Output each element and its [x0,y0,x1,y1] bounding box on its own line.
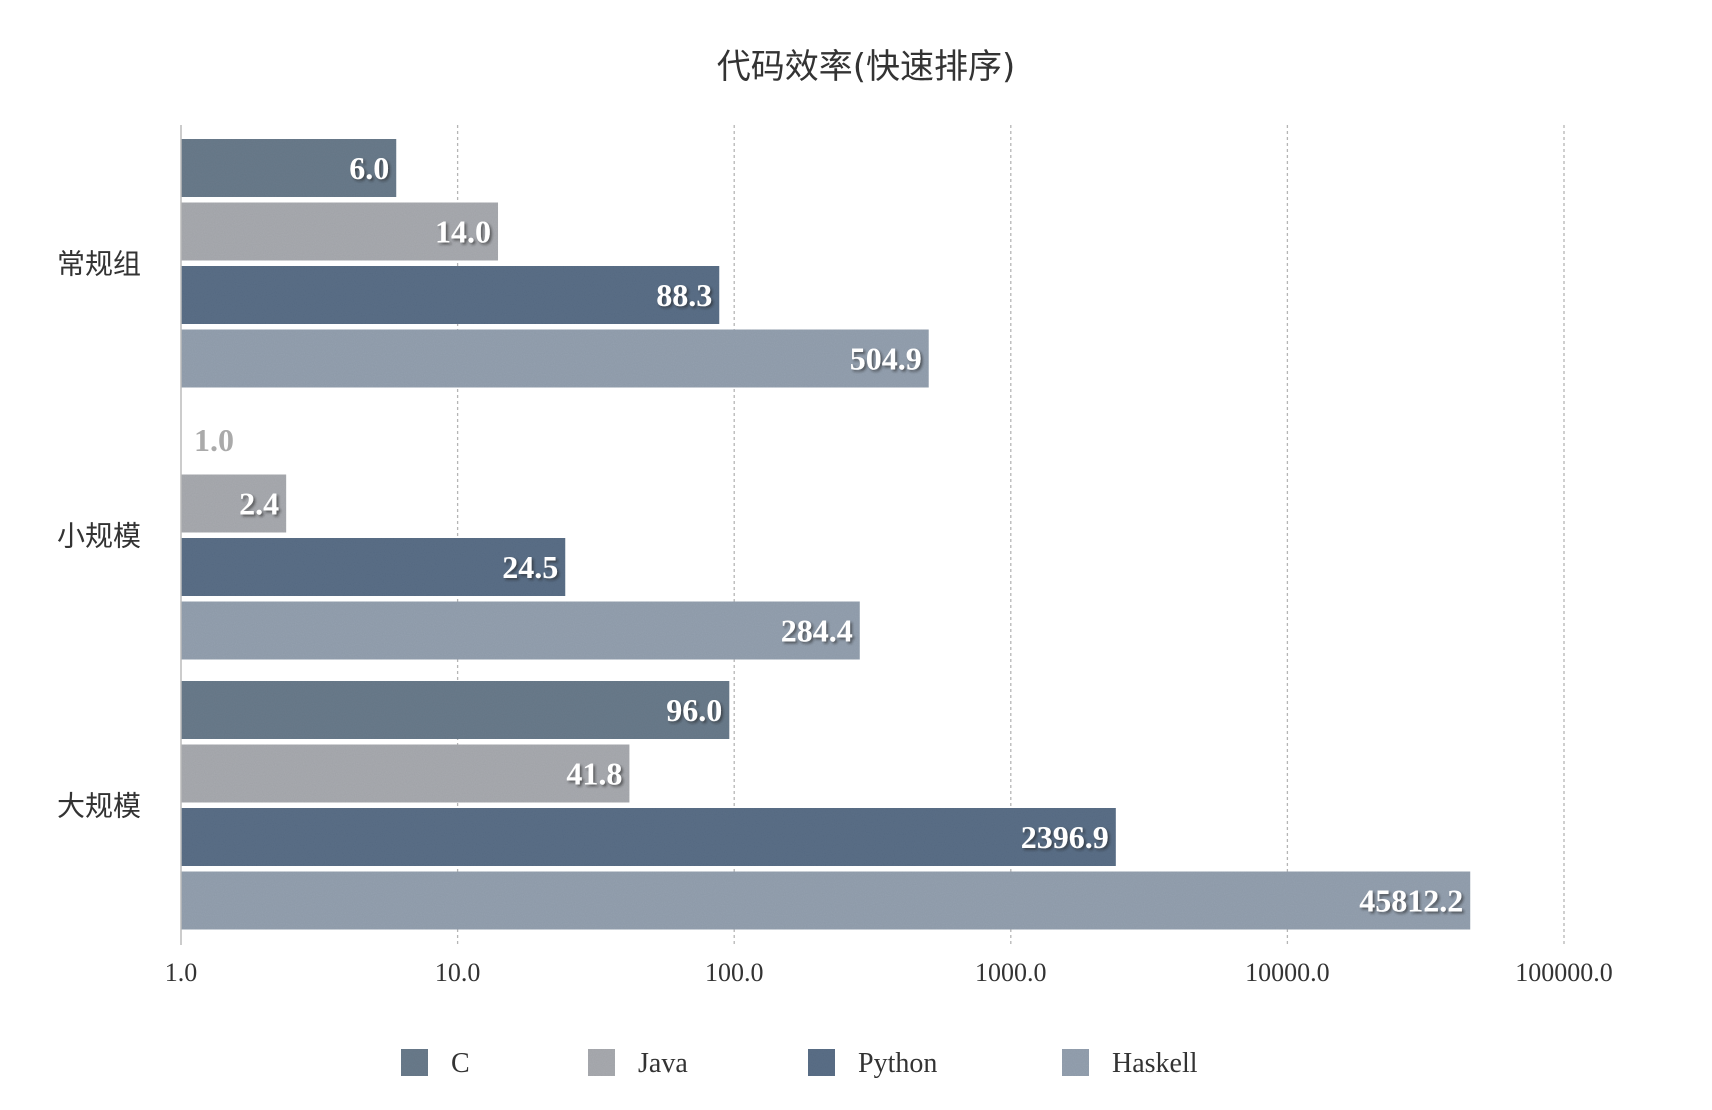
x-tick-label: 1.0 [165,958,198,987]
bar-python [181,266,720,324]
bar-java [181,474,287,533]
legend-item-c: C [401,1048,470,1079]
x-tick-label: 100000.0 [1515,958,1613,987]
data-label: 1.0 [194,422,234,458]
legend-swatch [401,1049,428,1076]
data-label: 504.9 [850,341,922,377]
category-label: 小规模 [57,519,141,552]
legend-label: Python [858,1048,937,1079]
data-label: 88.3 [656,277,712,313]
grid [456,125,1565,945]
x-tick-label: 10000.0 [1245,958,1330,987]
bar-python [181,808,1116,866]
legend-label: Java [638,1048,688,1079]
x-tick-label: 1000.0 [975,958,1047,987]
x-tick-label: 10.0 [435,958,481,987]
data-label: 45812.2 [1359,883,1463,919]
legend-label: C [451,1048,470,1079]
legend-swatch [588,1049,615,1076]
bar-java [181,744,630,803]
data-label: 2.4 [239,486,279,522]
legend-label: Haskell [1112,1048,1198,1079]
bar-haskell [181,871,1471,930]
legend-swatch [1062,1049,1089,1076]
bar-haskell [181,329,929,388]
legend: C Java Python Haskell [401,1048,1198,1079]
data-label: 284.4 [781,613,853,649]
data-label: 2396.9 [1021,819,1109,855]
legend-item-java: Java [588,1048,688,1079]
bar-c [181,681,730,739]
category-label: 大规模 [57,789,141,822]
x-tick-label: 100.0 [705,958,764,987]
chart-title: 代码效率(快速排序) [717,47,1016,87]
legend-item-python: Python [808,1048,937,1079]
data-label: 24.5 [502,549,558,585]
data-label: 6.0 [349,150,389,186]
bar-c [181,139,397,197]
category-label: 常规组 [57,247,141,280]
data-labels: 6.0 1.0 96.0 14.0 2.4 41.8 88.3 24.5 2396.9 504.9… [194,150,1463,919]
data-label: 41.8 [566,756,622,792]
bar-java [181,202,499,261]
axes: 1.0 10.0 100.0 1000.0 10000.0 100000.0 常规组小规模大… [57,125,1613,987]
bars [181,139,1471,930]
legend-item-haskell: Haskell [1062,1048,1198,1079]
bar-python [181,538,566,596]
data-label: 14.0 [435,214,491,250]
data-label: 96.0 [666,692,722,728]
legend-swatch [808,1049,835,1076]
bar-haskell [181,601,860,660]
